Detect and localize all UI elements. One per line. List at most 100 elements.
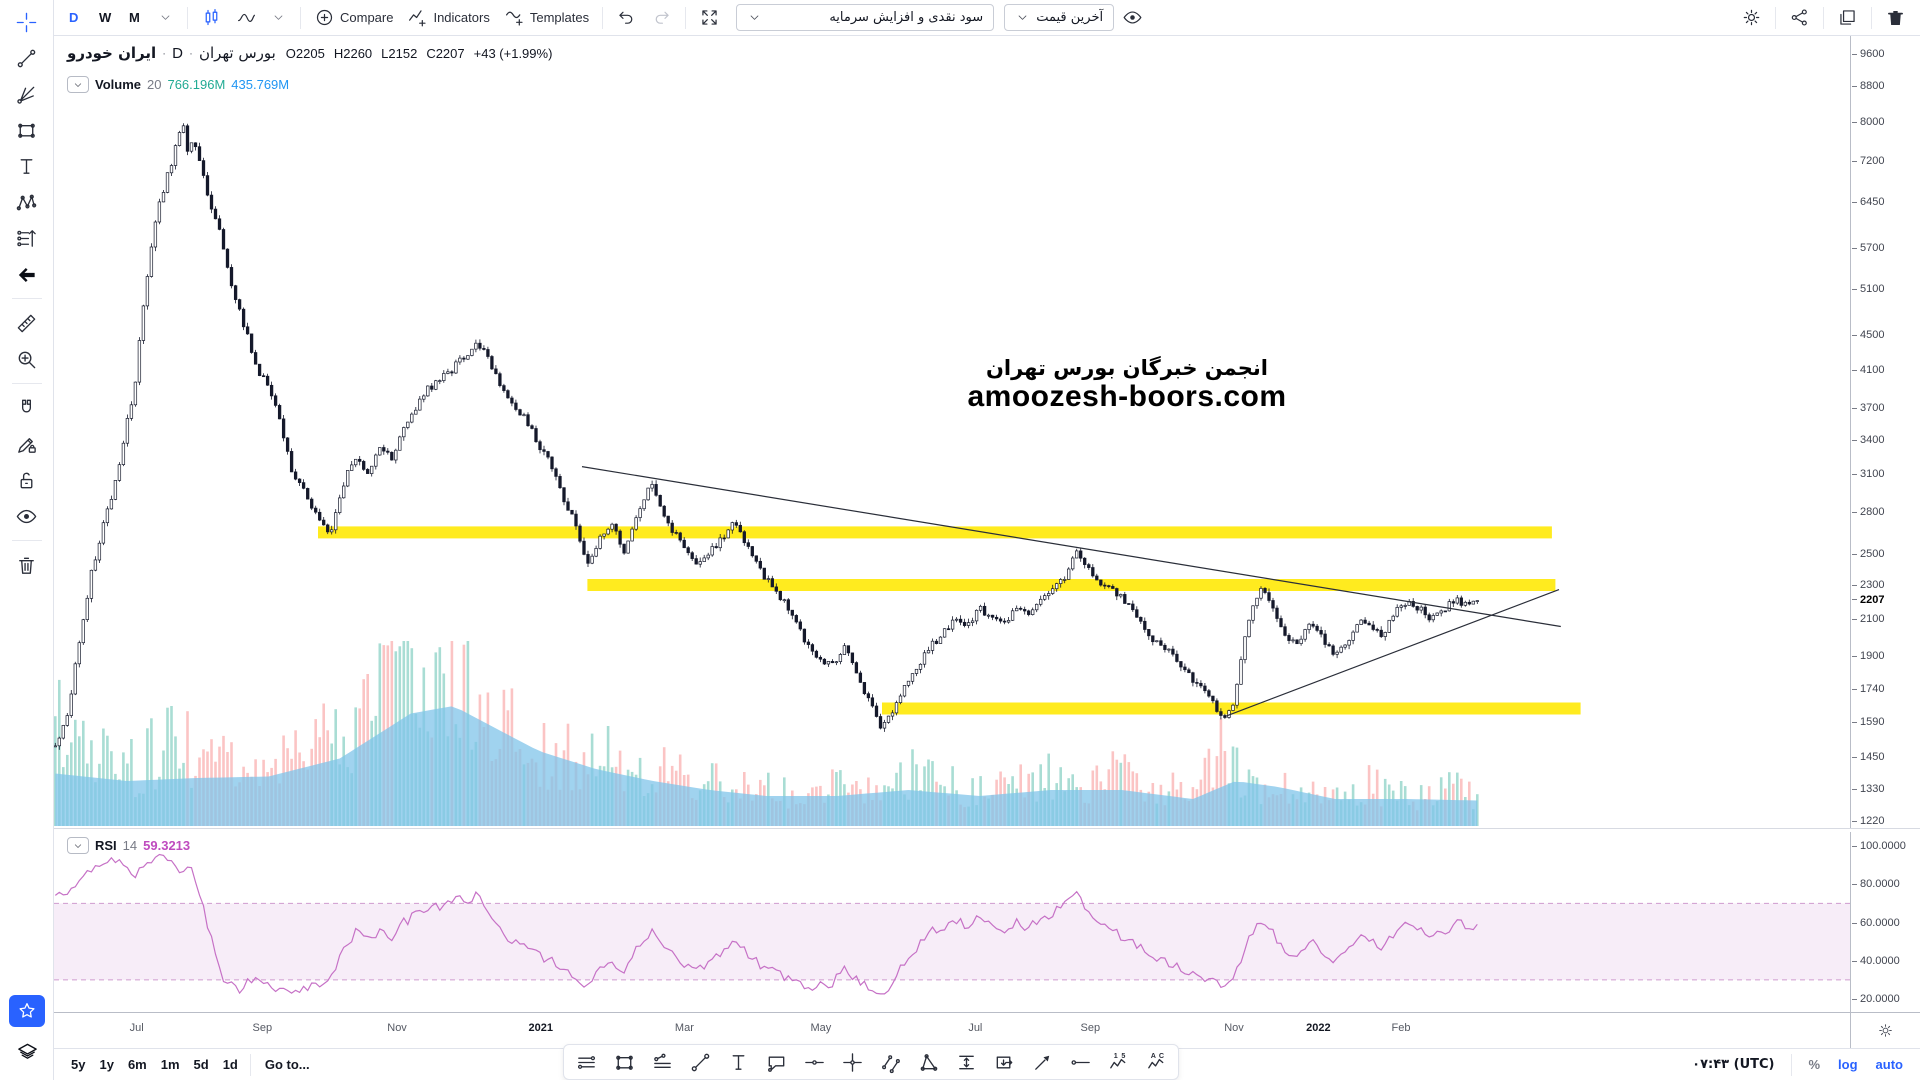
chart-style-line-button[interactable] (230, 4, 263, 32)
price-mode-dropdown[interactable]: آخرین قیمت (1004, 4, 1115, 31)
lock-icon (20, 472, 33, 488)
toolbar-divider (11, 298, 42, 299)
undo-button[interactable] (610, 4, 643, 32)
price-tick-label: 8000 (1851, 115, 1885, 128)
zoom-in-tool-button[interactable] (8, 342, 46, 376)
interval-w-button[interactable]: W (92, 4, 120, 32)
rectangle-tool-button[interactable] (606, 1047, 642, 1077)
trend-line-tool-button[interactable] (682, 1047, 718, 1077)
snapshot-button[interactable] (1831, 4, 1864, 32)
price-tick-label: 5700 (1851, 241, 1885, 254)
rsi-tick-label: 40.0000 (1852, 954, 1900, 967)
time-axis-label: Jul (968, 1022, 983, 1034)
price-tick-label: 6450 (1851, 195, 1885, 208)
go-to-date-button[interactable]: Go to... (256, 1054, 319, 1075)
price-range-tool-button[interactable] (948, 1047, 984, 1077)
range-6m-button[interactable]: 6m (121, 1054, 154, 1075)
rsi-chart-canvas[interactable] (54, 832, 1850, 1012)
lock-tool-button[interactable] (8, 463, 46, 497)
volume-legend-menu-button[interactable] (67, 76, 89, 93)
range-5y-button[interactable]: 5y (64, 1054, 92, 1075)
horizontal-line-tool-button[interactable] (796, 1047, 832, 1077)
parallel-lines-tool-button[interactable] (872, 1047, 908, 1077)
horizontal-ray-tool-button[interactable] (1062, 1047, 1098, 1077)
price-mode-dropdown-value: آخرین قیمت (1036, 10, 1104, 25)
xabcd-pattern-tool-button[interactable] (8, 185, 46, 219)
range-1m-button[interactable]: 1m (154, 1054, 187, 1075)
favorites-star-button[interactable] (9, 995, 45, 1027)
crosshair-tool-button[interactable] (8, 5, 46, 39)
visibility-eye-button[interactable] (1116, 4, 1149, 32)
callout-tool-button[interactable] (758, 1047, 794, 1077)
auto-scale-button[interactable]: auto (1869, 1054, 1910, 1075)
axis-settings-corner[interactable] (1850, 1012, 1920, 1048)
rectangle-tool-button[interactable] (8, 113, 46, 147)
price-tick-label: 2500 (1851, 548, 1885, 561)
percent-scale-button[interactable]: % (1801, 1054, 1827, 1075)
settings-button[interactable] (1735, 4, 1768, 32)
toolbar-divider (1823, 6, 1824, 29)
indicators-button[interactable]: Indicators (401, 4, 495, 32)
interval-m-button[interactable]: M (122, 4, 150, 32)
text-tool-button[interactable] (720, 1047, 756, 1077)
polyline-tool-button[interactable] (644, 1047, 680, 1077)
left-drawing-sidebar (0, 0, 54, 1080)
trend-line-drawing[interactable] (1226, 589, 1560, 717)
log-scale-button[interactable]: log (1831, 1054, 1865, 1075)
pencil-lock-tool-button[interactable] (8, 427, 46, 461)
chart-type-candles-button[interactable] (195, 4, 228, 32)
ruler-tool-button[interactable] (8, 306, 46, 340)
price-chart-canvas[interactable] (54, 36, 1850, 828)
price-tick-label: 2100 (1851, 612, 1885, 625)
rsi-legend: RSI 14 59.3213 (67, 837, 190, 854)
rsi-legend-menu-button[interactable] (67, 837, 89, 854)
plus-circle-icon (316, 9, 333, 26)
chart-style-menu-button[interactable] (265, 4, 293, 32)
trend-line-drawing[interactable] (581, 466, 1561, 628)
rsi-axis[interactable]: 100.0000 80.0000 60.0000 40.0000 20.0000 (1850, 832, 1920, 1012)
triangle-tool-button[interactable] (910, 1047, 946, 1077)
range-1y-button[interactable]: 1y (92, 1054, 120, 1075)
share-button[interactable] (1783, 4, 1816, 32)
price-tick-label: 1450 (1851, 750, 1885, 763)
volume-label: Volume (95, 77, 141, 92)
object-tree-button[interactable] (8, 1035, 46, 1069)
forecast-tool-button[interactable] (8, 221, 46, 255)
interval-d-button[interactable]: D (62, 4, 90, 32)
indicators-label: Indicators (433, 10, 490, 25)
price-axis[interactable]: 9600 8800 8000 7200 6450 5700 5100 4500 4100 3700… (1850, 36, 1920, 828)
text-tool-button[interactable] (8, 149, 46, 183)
arrow-left-tool-button[interactable] (8, 257, 46, 291)
trend-line-tool-button[interactable] (8, 41, 46, 75)
interval-menu-button[interactable] (152, 4, 180, 32)
eye-tool-button[interactable] (8, 499, 46, 533)
price-tick-label: 1330 (1851, 782, 1885, 795)
arrow-marker-icon (1034, 1055, 1049, 1070)
pitchfork-tool-button[interactable] (8, 77, 46, 111)
fullscreen-button[interactable] (693, 4, 726, 32)
magnet-tool-button[interactable] (8, 391, 46, 425)
time-axis-label: Jul (129, 1022, 144, 1034)
pane-resize-handle[interactable] (54, 828, 1920, 832)
main-chart-pane: انجمن خبرگان بورس تهران amoozesh-boors.c… (54, 36, 1850, 828)
date-price-range-tool-button[interactable] (986, 1047, 1022, 1077)
trash-tool-button[interactable] (8, 548, 46, 582)
templates-button[interactable]: Templates (498, 4, 595, 32)
arrow-marker-tool-button[interactable] (1024, 1047, 1060, 1077)
symbol-name[interactable]: ایران خودرو (67, 44, 157, 62)
adjustments-dropdown[interactable]: سود نقدی و افزایش سرمایه (736, 4, 995, 31)
compare-button[interactable]: Compare (308, 4, 399, 32)
current-price-label: 2207 (1851, 592, 1888, 607)
redo-button[interactable] (645, 4, 678, 32)
clock-utc-button[interactable]: ۰۷:۴۳ (UTC) (1684, 1057, 1782, 1072)
horizontal-line-icon (804, 1059, 824, 1065)
range-1d-button[interactable]: 1d (216, 1054, 245, 1075)
text-icon (732, 1054, 744, 1070)
delete-drawings-button[interactable] (1879, 4, 1912, 32)
range-5d-button[interactable]: 5d (187, 1054, 216, 1075)
horizontal-lines-tool-button[interactable] (568, 1047, 604, 1077)
time-axis[interactable]: Jul Sep Nov 2021 Mar May Jul Sep Nov 2022 Feb (54, 1012, 1850, 1048)
cross-line-tool-button[interactable] (834, 1047, 870, 1077)
